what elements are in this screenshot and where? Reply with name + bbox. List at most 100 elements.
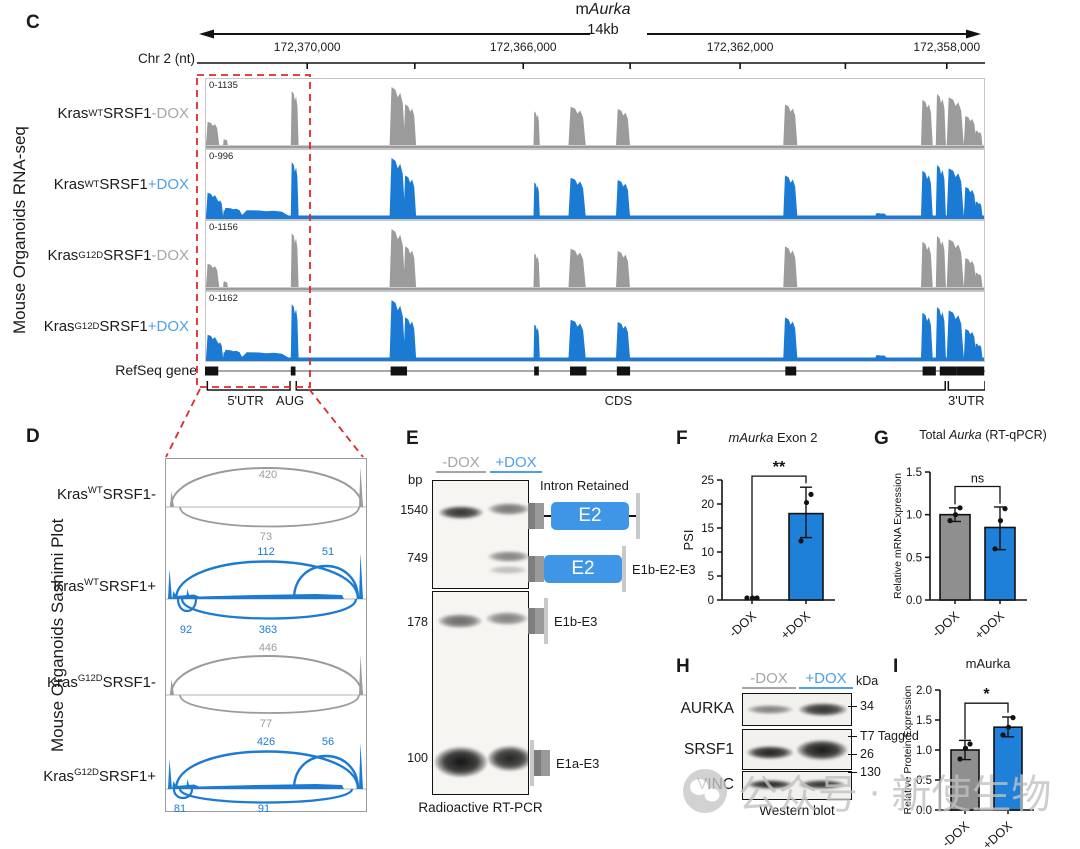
wb-marker-label: 34 — [848, 699, 874, 713]
panel-f-label: F — [676, 428, 688, 449]
coverage-tracks: 0-1135 0-996 0-1156 0-1162 — [205, 78, 985, 362]
wb-caption: Western blot — [759, 803, 835, 818]
track-label: Kras WT SRSF1 +DOX — [53, 176, 189, 193]
y-tick-label: 20 — [701, 499, 714, 511]
gel-band — [747, 780, 793, 789]
gene-title: mAurka — [528, 1, 678, 19]
y-axis-label: Relative Protein Expression — [902, 685, 914, 814]
marker-tick-icon — [848, 753, 857, 755]
junction-count: 91 — [258, 803, 270, 815]
coverage-baseline — [206, 145, 984, 148]
junction-arc — [172, 788, 194, 800]
chart-title: mAurka — [965, 656, 1011, 671]
coverage-signal — [206, 300, 984, 358]
data-point — [1002, 506, 1008, 512]
y-tick-label: 0.0 — [916, 805, 932, 817]
track-range-label: 0-1156 — [209, 222, 238, 233]
significance-label: ** — [773, 459, 786, 476]
y-tick-label: 1.0 — [916, 745, 932, 757]
marker-tick-icon — [848, 735, 857, 737]
coverage-peak — [359, 553, 363, 599]
y-tick-label: 0 — [708, 595, 714, 607]
coverage-baseline — [206, 357, 984, 361]
isoform-label: E1b-E3 — [554, 613, 598, 629]
scale-label: 14kb — [587, 22, 619, 38]
exon-box — [290, 366, 296, 376]
exon-e1b-icon — [528, 556, 544, 582]
coordinate-label: 172,366,000 — [489, 40, 557, 54]
gel-band — [488, 746, 528, 771]
wb-protein-srsf1: SRSF1 — [684, 741, 734, 758]
data-point — [947, 518, 953, 524]
track-labels: Kras WT SRSF1 -DOX Kras WT SRSF1 +DOX Kras G12D SR… — [0, 78, 197, 362]
gel-band — [799, 780, 845, 789]
isoform-diagram-intron-retained: Intron Retained E2 — [528, 478, 640, 539]
data-point — [1000, 732, 1006, 738]
coverage-signal — [206, 158, 984, 216]
data-point — [997, 518, 1004, 524]
panel-g-label: G — [874, 428, 889, 449]
bar — [993, 726, 1023, 811]
marker-tick-icon — [848, 771, 857, 773]
gene-title-name: Aurka — [588, 1, 631, 18]
wb-marker-label: 130 — [848, 765, 881, 779]
panel-e-label: E — [406, 428, 419, 449]
x-category-label: +DOX — [778, 608, 813, 642]
gel-band — [797, 740, 847, 760]
exon-box — [570, 366, 587, 376]
data-point — [754, 595, 760, 601]
significance-label: * — [983, 686, 990, 703]
coordinate-label: 172,370,000 — [273, 40, 341, 54]
kda-label: kDa — [856, 674, 879, 688]
chart-title: mAurka Exon 2 — [728, 430, 818, 445]
junction-count: 446 — [259, 642, 277, 654]
region-label: CDS — [604, 393, 633, 408]
y-axis-label: Relative mRNA Expression — [892, 473, 904, 599]
data-point — [1010, 715, 1016, 721]
panel-h-label: H — [676, 656, 690, 677]
wb-blot-vinc — [742, 771, 852, 800]
sashimi-row-label: KrasG12DSRSF1+ — [43, 767, 156, 785]
ladder-size-label: 100 — [407, 751, 428, 765]
gel-lane-plus-dox: +DOX — [490, 454, 542, 473]
y-tick-label: 1.5 — [906, 467, 922, 479]
exon-box — [922, 366, 936, 376]
coverage-peak — [359, 743, 363, 789]
junction-arc — [176, 598, 198, 613]
sashimi-row-label: KrasWTSRSF1+ — [53, 577, 156, 595]
y-tick-label: 5 — [708, 571, 714, 583]
chart-title: Total Aurka (RT-qPCR) — [919, 428, 1047, 442]
significance-label: ns — [971, 472, 984, 486]
exon-box — [616, 366, 631, 376]
junction-arc — [292, 754, 360, 790]
junction-arc — [170, 467, 363, 508]
chromosome-axis-label: Chr 2 (nt) — [137, 51, 195, 66]
y-tick-label: 0.0 — [906, 595, 922, 607]
junction-count: 426 — [257, 736, 275, 748]
track-range-label: 0-996 — [209, 151, 234, 162]
retention-signal — [172, 781, 344, 789]
junction-arc — [174, 560, 360, 600]
gel-band — [747, 746, 793, 759]
gel-band — [435, 747, 487, 777]
junction-arc — [179, 694, 360, 714]
coverage-baseline — [206, 215, 984, 219]
exon-e3-icon — [530, 740, 534, 786]
coverage-plot — [206, 300, 984, 361]
y-tick-label: 0.5 — [906, 552, 922, 564]
panel-c-label: C — [26, 12, 40, 33]
data-point — [744, 595, 750, 601]
sashimi-row-labels: KrasWTSRSF1- KrasWTSRSF1+ KrasG12DSRSF1- Kr… — [0, 458, 162, 810]
significance-bracket — [751, 475, 807, 597]
junction-count: 51 — [322, 546, 334, 558]
y-axis-label: PSI — [681, 530, 696, 551]
ladder-size-label: 749 — [407, 551, 428, 565]
coverage-plot — [206, 229, 984, 290]
rnaseq-coverage-track: 0-1135 — [205, 78, 985, 149]
zoom-connector-line — [165, 388, 201, 458]
intron-retained-label: Intron Retained — [540, 478, 629, 493]
utr3-bar — [956, 366, 985, 376]
